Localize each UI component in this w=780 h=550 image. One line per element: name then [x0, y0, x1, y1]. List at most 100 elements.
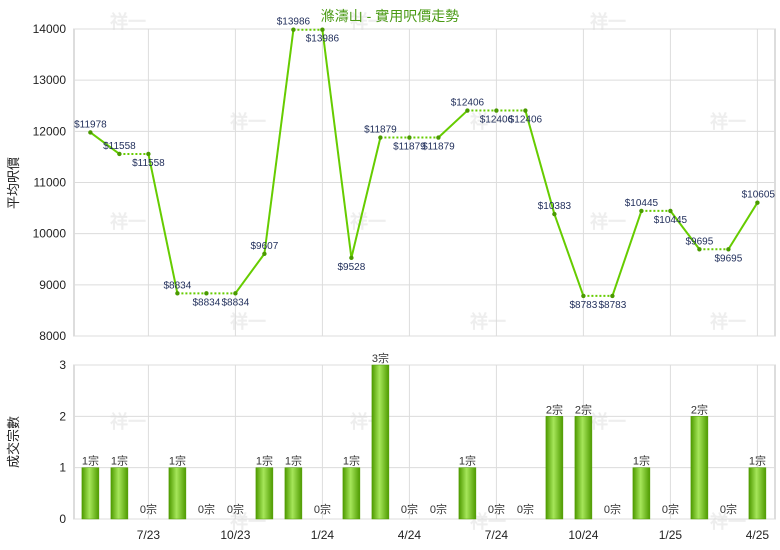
- volume-bar: [690, 416, 709, 520]
- x-tick-label: 10/24: [568, 528, 598, 542]
- price-data-label: $10605: [742, 190, 776, 201]
- volume-bar: [545, 416, 564, 520]
- price-point: [117, 151, 122, 157]
- volume-data-label: 1宗: [285, 454, 302, 468]
- volume-data-label: 1宗: [633, 454, 650, 468]
- volume-bar: [284, 467, 303, 520]
- x-tick-label: 4/25: [746, 528, 770, 542]
- volume-bar: [110, 467, 129, 520]
- x-axis-tick-labels: 7/23 10/23 1/24 4/24 7/24 10/24 1/25 4/25: [137, 528, 770, 542]
- price-data-labels: $11978$11558$11558$8834$8834 $8834$9607$1…: [74, 17, 775, 311]
- volume-data-label: 0宗: [517, 502, 534, 516]
- volume-bar: [371, 364, 390, 520]
- price-line-segment: [234, 253, 266, 294]
- price-data-label: $11558: [103, 141, 136, 152]
- volume-data-label: 1宗: [82, 454, 99, 468]
- price-line-segment: [350, 137, 382, 259]
- price-data-label: $10445: [625, 198, 659, 209]
- volume-data-label: 0宗: [604, 502, 621, 516]
- volume-data-label: 0宗: [720, 502, 737, 516]
- price-point: [349, 255, 354, 261]
- price-data-label: $13986: [306, 34, 340, 45]
- price-y-tick-label: 8000: [39, 329, 66, 343]
- price-data-label: $11978: [74, 119, 107, 130]
- price-data-label: $11558: [132, 158, 165, 169]
- price-data-label: $8783: [569, 300, 597, 311]
- volume-data-label: 1宗: [459, 454, 476, 468]
- price-data-label: $12406: [480, 115, 514, 126]
- price-point: [668, 208, 673, 214]
- watermark-text: 祥一: [470, 511, 506, 532]
- watermark-text: 祥一: [110, 411, 146, 432]
- watermark-text: 祥一: [710, 511, 746, 532]
- price-point: [204, 291, 209, 296]
- price-point: [146, 151, 151, 157]
- volume-grid: [73, 364, 776, 520]
- price-line-segment: [611, 210, 643, 297]
- price-point: [552, 211, 557, 217]
- price-y-tick-label: 12000: [33, 124, 67, 138]
- price-panel: 8000 9000 10000 11000 12000 13000 14000 平均呎價 $…: [6, 8, 776, 343]
- price-point: [378, 135, 383, 140]
- price-data-label: $11879: [393, 142, 426, 153]
- price-point: [523, 108, 528, 113]
- price-line-segment: [669, 210, 701, 250]
- volume-bar: [342, 467, 361, 520]
- volume-data-label: 0宗: [140, 502, 157, 516]
- watermark-text: 祥一: [710, 111, 746, 132]
- volume-data-label: 1宗: [749, 454, 766, 468]
- price-data-label: $10445: [654, 215, 688, 226]
- watermark-text: 祥一: [230, 111, 266, 132]
- price-point: [697, 247, 702, 252]
- price-line-segment: [727, 202, 759, 250]
- price-point: [755, 200, 760, 205]
- volume-bar: [632, 467, 651, 520]
- volume-data-labels: 1宗 1宗 0宗 1宗 0宗 0宗 1宗 1宗 0宗 1宗 3宗 0宗 0宗 1宗 0宗 0宗 2宗 2宗 0宗 1宗…: [82, 351, 766, 516]
- price-line-segment: [147, 153, 179, 294]
- volume-data-label: 0宗: [430, 502, 447, 516]
- volume-bar: [748, 467, 767, 520]
- price-line-segment: [553, 213, 585, 297]
- price-grid: [73, 28, 776, 337]
- price-data-label: $11879: [422, 142, 455, 153]
- volume-bar: [255, 467, 274, 520]
- price-line-segment: [263, 29, 295, 254]
- price-point: [291, 27, 296, 32]
- price-line-segment: [321, 29, 353, 258]
- chart-title: 滌濤山 - 實用呎價走勢: [321, 8, 459, 24]
- volume-data-label: 1宗: [169, 454, 186, 468]
- x-tick-label: 7/23: [137, 528, 161, 542]
- price-y-tick-label: 10000: [33, 227, 67, 241]
- watermark-text: 祥一: [590, 411, 626, 432]
- volume-y-tick-label: 3: [59, 358, 66, 372]
- watermark-text: 祥一: [470, 111, 506, 132]
- price-point: [436, 135, 441, 140]
- price-data-label: $9695: [685, 236, 713, 247]
- price-data-label: $9528: [337, 262, 365, 273]
- volume-y-tick-label: 2: [59, 409, 66, 423]
- price-point: [233, 291, 238, 296]
- price-data-label: $13986: [277, 17, 311, 28]
- price-points: [88, 27, 760, 299]
- x-tick-label: 4/24: [398, 528, 422, 542]
- price-data-label: $12406: [509, 115, 543, 126]
- watermark-text: 祥一: [110, 211, 146, 232]
- volume-bar: [458, 467, 477, 520]
- price-point: [175, 291, 180, 296]
- price-data-label: $8834: [163, 280, 191, 291]
- price-line-segment: [524, 110, 556, 215]
- price-y-tick-label: 11000: [34, 176, 67, 190]
- volume-y-ticks: 0 1 2 3: [59, 358, 66, 526]
- volume-data-label: 0宗: [314, 502, 331, 516]
- price-point: [465, 108, 470, 113]
- volume-data-label: 2宗: [691, 402, 708, 416]
- price-point: [494, 108, 499, 113]
- volume-data-label: 0宗: [227, 502, 244, 516]
- watermark-text: 祥一: [350, 211, 386, 232]
- watermark-text: 祥一: [230, 311, 266, 332]
- watermark-text: 祥一: [710, 311, 746, 332]
- price-data-label: $8783: [598, 300, 626, 311]
- volume-data-label: 0宗: [488, 502, 505, 516]
- price-line-segment: [437, 109, 469, 139]
